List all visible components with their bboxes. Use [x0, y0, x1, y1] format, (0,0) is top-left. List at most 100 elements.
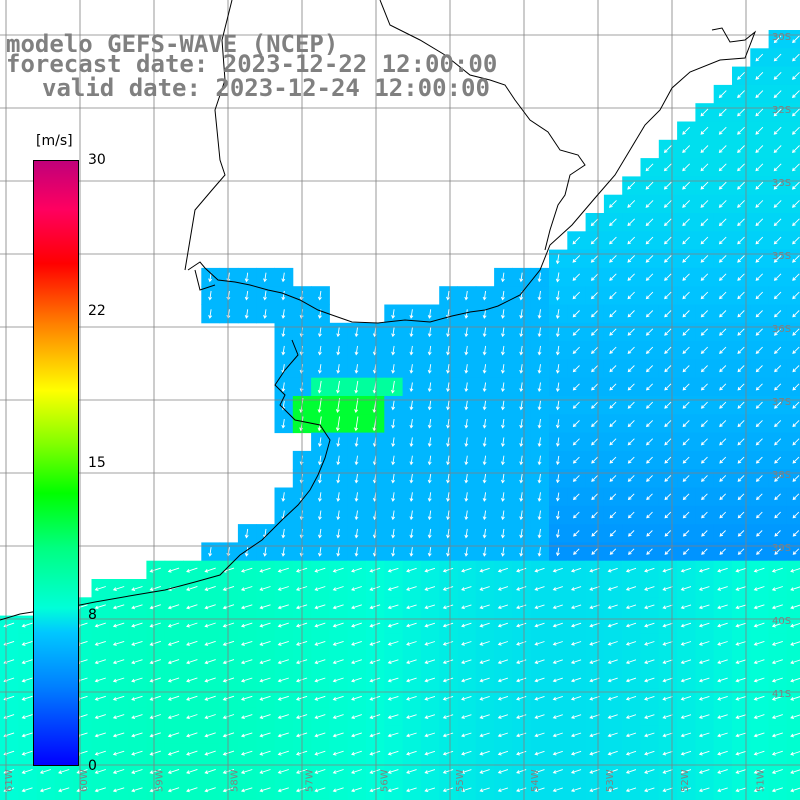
wind-arrow — [646, 456, 653, 464]
wind-arrow — [500, 272, 505, 283]
latitude-label: 30S — [772, 32, 791, 43]
wind-arrow — [149, 622, 161, 628]
wind-arrow — [664, 511, 672, 519]
wind-arrow — [317, 380, 322, 394]
wind-arrow — [222, 714, 235, 720]
wind-arrow — [591, 383, 599, 391]
wind-arrow — [369, 787, 381, 793]
wind-arrow — [662, 567, 673, 573]
wind-arrow — [771, 732, 783, 738]
wind-arrow — [552, 769, 563, 774]
wind-arrow — [131, 787, 143, 793]
wind-speed-cell — [183, 798, 202, 800]
wind-arrow — [644, 641, 655, 646]
wind-arrow — [698, 604, 710, 610]
wind-arrow — [700, 475, 708, 482]
wind-arrow — [336, 510, 341, 521]
wind-arrow — [755, 438, 763, 446]
wind-arrow — [717, 769, 728, 774]
wind-arrow — [698, 695, 710, 701]
wind-arrow — [516, 750, 527, 756]
wind-arrow — [391, 309, 396, 319]
wind-speed-cell — [201, 798, 221, 800]
wind-arrow — [281, 547, 286, 557]
wind-arrow — [771, 604, 783, 610]
wind-speed-cell — [786, 707, 800, 726]
wind-arrow — [427, 528, 432, 539]
wind-arrow — [446, 528, 450, 539]
wind-arrow — [281, 290, 286, 301]
forecast-date-label: forecast date: 2023-12-22 12:00:00 — [6, 50, 498, 78]
wind-arrow — [645, 346, 654, 355]
wind-arrow — [446, 510, 450, 521]
wind-speed-cell — [549, 798, 568, 800]
wind-arrow — [717, 714, 728, 719]
wind-arrow — [646, 493, 653, 501]
wind-arrow — [516, 659, 527, 664]
wind-arrow — [259, 787, 271, 793]
wind-arrow — [552, 622, 563, 628]
wind-arrow — [240, 622, 253, 628]
wind-arrow — [753, 640, 765, 646]
wind-arrow — [662, 769, 673, 774]
wind-arrow — [534, 750, 545, 756]
wind-arrow — [167, 787, 180, 793]
wind-arrow — [409, 473, 414, 484]
wind-arrow — [717, 750, 728, 756]
wind-arrow — [791, 163, 800, 172]
wind-arrow — [131, 677, 143, 683]
wind-arrow — [186, 768, 198, 774]
wind-arrow — [790, 751, 800, 756]
wind-arrow — [625, 604, 637, 610]
wind-arrow — [427, 382, 432, 393]
wind-speed-cell — [786, 48, 800, 68]
wind-arrow — [482, 437, 487, 447]
wind-arrow — [719, 493, 727, 501]
wind-arrow — [479, 659, 490, 665]
wind-arrow — [409, 364, 414, 374]
wind-arrow — [701, 493, 708, 501]
wind-arrow — [534, 622, 545, 628]
wind-arrow — [131, 604, 143, 610]
wind-arrow — [482, 382, 487, 393]
wind-arrow — [277, 695, 289, 701]
wind-arrow — [555, 492, 560, 502]
wind-arrow — [773, 108, 782, 117]
wind-arrow — [700, 420, 708, 428]
wind-arrow — [572, 475, 580, 482]
wind-speed-cell — [786, 84, 800, 104]
wind-arrow — [682, 255, 690, 263]
wind-speed-cell — [146, 798, 166, 800]
wind-speed-cell — [384, 798, 404, 800]
wind-arrow — [737, 475, 745, 482]
wind-arrow — [607, 695, 618, 701]
wind-arrow — [792, 420, 800, 428]
wind-arrow — [427, 345, 432, 356]
wind-arrow — [519, 455, 524, 466]
wind-arrow — [281, 419, 286, 429]
wind-arrow — [737, 401, 745, 409]
wind-speed-cell — [750, 798, 770, 800]
wind-arrow — [500, 455, 505, 466]
wind-arrow — [391, 492, 396, 502]
wind-arrow — [391, 419, 396, 429]
wind-arrow — [717, 604, 728, 610]
wind-arrow — [753, 787, 765, 793]
wind-arrow — [461, 604, 472, 610]
wind-arrow — [464, 327, 469, 338]
wind-arrow — [792, 236, 800, 245]
wind-arrow — [461, 714, 472, 719]
wind-arrow — [718, 90, 727, 99]
wind-arrow — [682, 200, 691, 208]
wind-arrow — [479, 641, 490, 646]
colorbar-tick-8: 8 — [88, 607, 97, 623]
wind-speed-cell — [512, 798, 532, 800]
wind-speed-cell — [786, 286, 800, 305]
wind-arrow — [756, 530, 763, 537]
wind-arrow — [682, 273, 690, 281]
wind-arrow — [791, 145, 800, 154]
wind-arrow — [680, 769, 692, 774]
wind-arrow — [369, 732, 381, 738]
wind-arrow — [482, 473, 487, 484]
